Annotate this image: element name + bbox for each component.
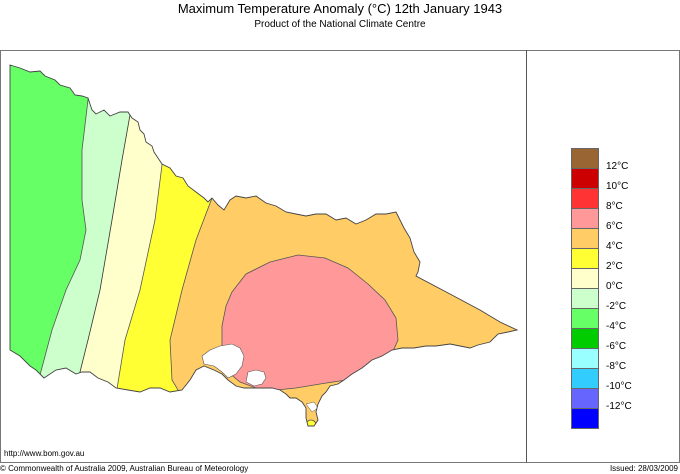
legend-label: 0°C [606, 281, 623, 292]
issued-date: Issued: 28/03/2009 [609, 464, 678, 473]
legend-swatch: 6°C [571, 208, 623, 232]
legend-label: 2°C [606, 261, 623, 272]
legend-swatch: -10°C [571, 368, 632, 392]
legend-swatch [571, 408, 599, 429]
legend-swatch: 4°C [571, 228, 623, 252]
legend-swatch: 8°C [571, 188, 623, 212]
copyright-text: © Commonwealth of Australia 2009, Austra… [0, 464, 249, 473]
legend-swatch: -12°C [571, 388, 632, 412]
legend-label: 6°C [606, 221, 623, 232]
legend-label: 10°C [606, 181, 629, 192]
legend-label: 4°C [606, 241, 623, 252]
legend-swatch: 2°C [571, 248, 623, 272]
legend-label: -4°C [606, 321, 627, 332]
legend-swatch: -2°C [571, 288, 626, 312]
legend-label: -12°C [606, 401, 632, 412]
legend-swatch: 12°C [571, 148, 628, 172]
legend-swatch: -6°C [571, 328, 626, 352]
source-url[interactable]: http://www.bom.gov.au [4, 449, 85, 458]
color-legend: 12°C 10°C 8°C 6°C 4°C 2°C 0°C -2°C -4°C … [571, 148, 632, 429]
legend-swatch: 10°C [571, 168, 628, 192]
legend-label: 12°C [606, 161, 629, 172]
legend-label: -2°C [606, 301, 627, 312]
legend-swatch: 0°C [571, 268, 623, 292]
legend-label: 8°C [606, 201, 623, 212]
legend-label: -6°C [606, 341, 627, 352]
map-subtitle: Product of the National Climate Centre [254, 19, 426, 30]
legend-divider [526, 50, 527, 462]
legend-label: -10°C [606, 381, 632, 392]
legend-swatch: -4°C [571, 308, 626, 332]
legend-label: -8°C [606, 361, 627, 372]
victoria-anomaly-map [9, 64, 519, 427]
legend-swatch: -8°C [571, 348, 626, 372]
map-title: Maximum Temperature Anomaly (°C) 12th Ja… [177, 1, 503, 16]
